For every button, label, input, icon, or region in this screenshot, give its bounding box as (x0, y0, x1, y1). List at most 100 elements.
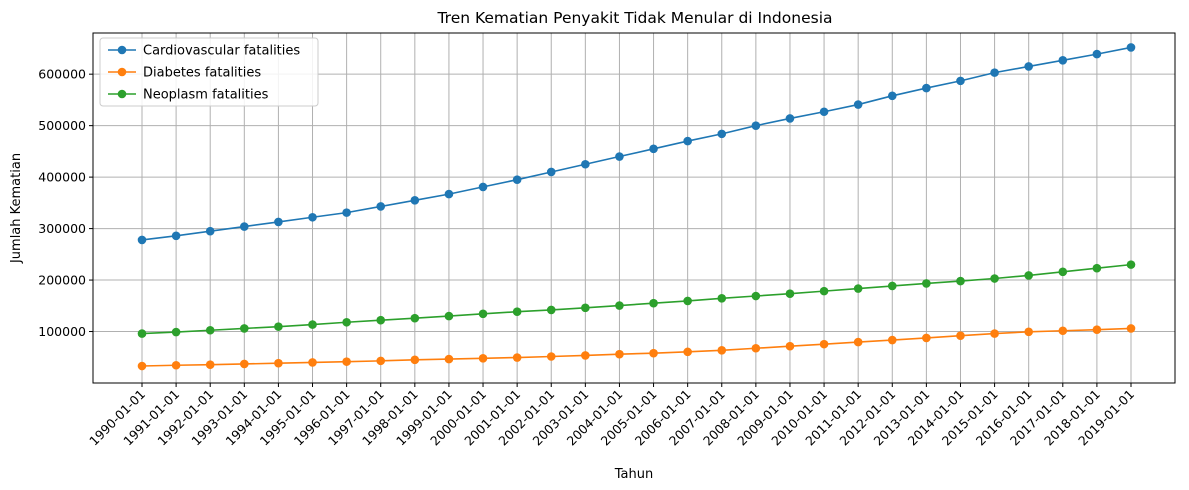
data-point (819, 286, 829, 296)
data-point (171, 327, 181, 337)
legend-label: Neoplasm fatalities (143, 88, 269, 103)
series-neoplasm-fatalities (137, 260, 1136, 338)
data-point (478, 353, 488, 363)
data-point (1058, 326, 1068, 336)
data-point (205, 226, 215, 236)
data-point (1024, 62, 1033, 71)
legend-box (99, 37, 319, 107)
data-point (990, 68, 999, 77)
data-point (137, 329, 147, 338)
x-axis: 1990-01-011991-01-011992-01-011993-01-01… (86, 383, 1137, 448)
data-point (205, 360, 215, 370)
legend-label: Cardiovascular fatalities (143, 44, 300, 59)
legend: Cardiovascular fatalities Diabetes fatali… (99, 37, 319, 107)
data-point (887, 281, 897, 291)
data-point (956, 331, 965, 340)
y-tick-label: 400000 (38, 170, 86, 185)
data-point (1092, 263, 1102, 273)
series-diabetes-fatalities (137, 324, 1136, 371)
data-point (376, 315, 386, 325)
data-point (1024, 271, 1033, 280)
data-point (717, 346, 727, 355)
data-point (240, 359, 249, 369)
data-point (308, 212, 317, 222)
data-point (785, 289, 795, 298)
legend-label: Diabetes fatalities (143, 66, 261, 81)
data-point (444, 189, 454, 199)
data-point (376, 356, 386, 366)
data-point (751, 343, 761, 353)
data-point (410, 313, 420, 323)
data-point (785, 114, 795, 123)
data-point (853, 337, 863, 347)
y-tick-label: 600000 (38, 67, 86, 82)
data-point (990, 329, 999, 338)
data-point (717, 129, 727, 139)
data-point (581, 159, 590, 169)
data-point (615, 349, 624, 359)
series-cardiovascular-fatalities (137, 43, 1136, 245)
data-point (546, 167, 556, 177)
data-point (853, 100, 863, 109)
x-axis-title: Tahun (614, 467, 653, 482)
data-point (1126, 324, 1136, 333)
data-point (683, 347, 692, 357)
series-layer (137, 43, 1136, 371)
legend-marker (117, 45, 127, 55)
data-point (1058, 55, 1068, 65)
y-tick-label: 500000 (38, 118, 86, 133)
data-point (683, 136, 692, 146)
data-point (308, 320, 317, 329)
data-point (887, 335, 897, 345)
data-point (581, 351, 590, 360)
data-point (410, 195, 420, 205)
data-point (1058, 267, 1068, 277)
data-point (1126, 43, 1136, 52)
data-point (751, 291, 761, 301)
data-point (922, 83, 931, 93)
data-point (444, 311, 454, 321)
data-point (240, 222, 249, 231)
data-point (990, 274, 999, 283)
data-point (615, 301, 624, 310)
data-point (274, 358, 283, 368)
data-point (922, 333, 931, 343)
data-point (649, 298, 658, 308)
data-point (785, 341, 795, 351)
plot-frame (92, 32, 1176, 384)
data-point (240, 324, 249, 333)
data-point (1092, 49, 1102, 59)
data-point (512, 353, 522, 362)
legend-entry: Cardiovascular fatalities (108, 44, 300, 59)
data-point (956, 276, 965, 286)
data-point (819, 107, 829, 117)
data-point (205, 325, 215, 335)
legend-entry: Neoplasm fatalities (108, 88, 269, 103)
data-point (342, 208, 351, 217)
data-point (512, 307, 522, 317)
series-line (141, 46, 1132, 241)
y-tick-label: 100000 (38, 324, 86, 339)
legend-marker (117, 89, 127, 99)
data-point (137, 235, 147, 245)
data-point (444, 354, 454, 364)
data-point (342, 317, 351, 327)
data-point (956, 76, 965, 86)
data-point (478, 309, 488, 319)
data-point (649, 144, 658, 154)
data-point (649, 348, 658, 358)
data-point (410, 355, 420, 365)
data-point (171, 360, 181, 370)
data-point (581, 303, 590, 313)
data-point (171, 231, 181, 241)
data-point (512, 175, 522, 184)
data-point (853, 284, 863, 293)
legend-marker (117, 67, 127, 77)
data-point (819, 339, 829, 349)
series-line (141, 263, 1132, 335)
data-point (1024, 327, 1033, 337)
data-point (546, 305, 556, 315)
data-point (478, 182, 488, 192)
